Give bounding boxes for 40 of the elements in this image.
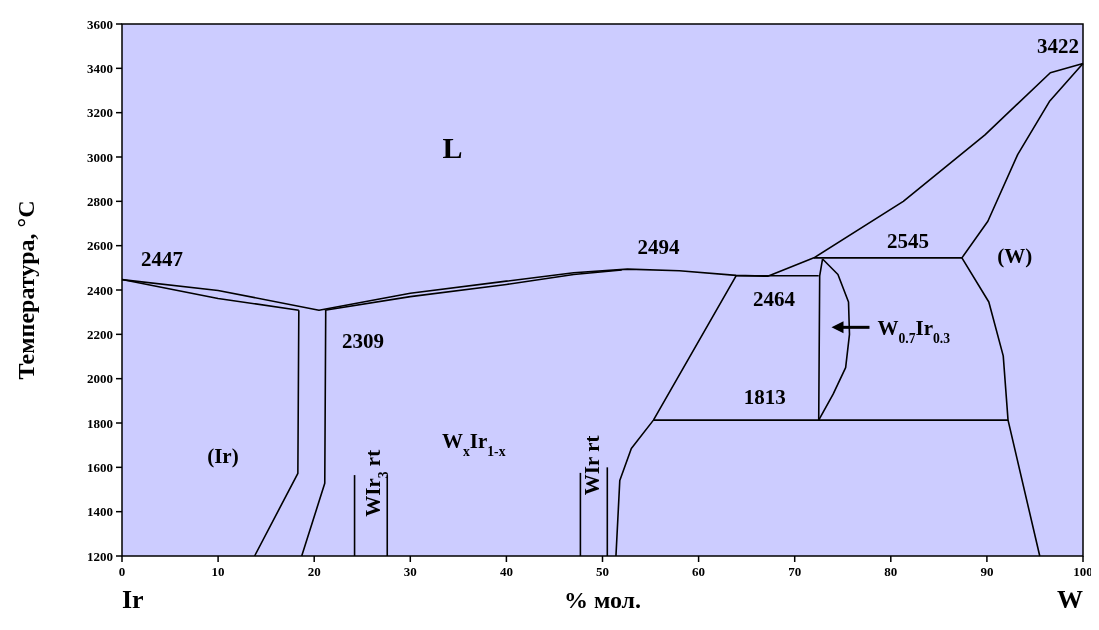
x-tick-label: 90 — [980, 564, 994, 579]
x-tick-label: 0 — [118, 564, 126, 579]
y-tick-label: 3400 — [87, 60, 113, 76]
annotation: Ir — [122, 585, 144, 614]
annotation: WIr rt — [580, 435, 605, 496]
y-tick-label: 2400 — [87, 282, 113, 298]
x-tick-label: 20 — [307, 564, 321, 579]
annotation: (Ir) — [207, 443, 239, 468]
annotation: (W) — [997, 244, 1033, 269]
x-tick-label: 70 — [788, 564, 802, 579]
x-tick-label: 10 — [211, 564, 225, 579]
x-tick-label: 30 — [403, 564, 417, 579]
y-tick-label: 3200 — [87, 105, 113, 121]
x-tick-label: 60 — [692, 564, 706, 579]
y-tick-label: 1400 — [87, 504, 113, 520]
annotation: 2464 — [753, 287, 796, 312]
y-tick-label: 1600 — [87, 459, 113, 475]
y-axis-title: Температура, °C — [13, 200, 39, 380]
y-tick-label: 3600 — [87, 16, 113, 32]
annotation: 2447 — [141, 246, 183, 271]
annotation: W$_{x}$Ir$_{1-x}$ — [441, 428, 506, 459]
y-tick-label: 2000 — [87, 371, 113, 387]
annotation: L — [442, 130, 463, 164]
x-tick-label: 80 — [884, 564, 898, 579]
y-tick-label: 1200 — [87, 548, 113, 564]
annotation: 1813 — [743, 385, 786, 410]
x-tick-label: 40 — [499, 564, 513, 579]
annotation: 2309 — [342, 328, 385, 353]
y-tick-label: 2800 — [87, 193, 113, 209]
y-tick-label: 2200 — [87, 326, 113, 342]
x-axis-title: % мол. — [563, 587, 642, 613]
y-tick-label: 1800 — [87, 415, 113, 431]
annotation: W$_{0.7}$Ir$_{0.3}$ — [877, 315, 951, 346]
annotation: 2494 — [637, 234, 680, 259]
x-tick-label: 50 — [596, 564, 609, 579]
annotation: 2545 — [886, 229, 929, 254]
y-tick-label: 3000 — [87, 149, 113, 165]
annotation: 3422 — [1037, 33, 1079, 58]
y-tick-label: 2600 — [87, 238, 113, 254]
annotation: W — [1057, 585, 1083, 614]
